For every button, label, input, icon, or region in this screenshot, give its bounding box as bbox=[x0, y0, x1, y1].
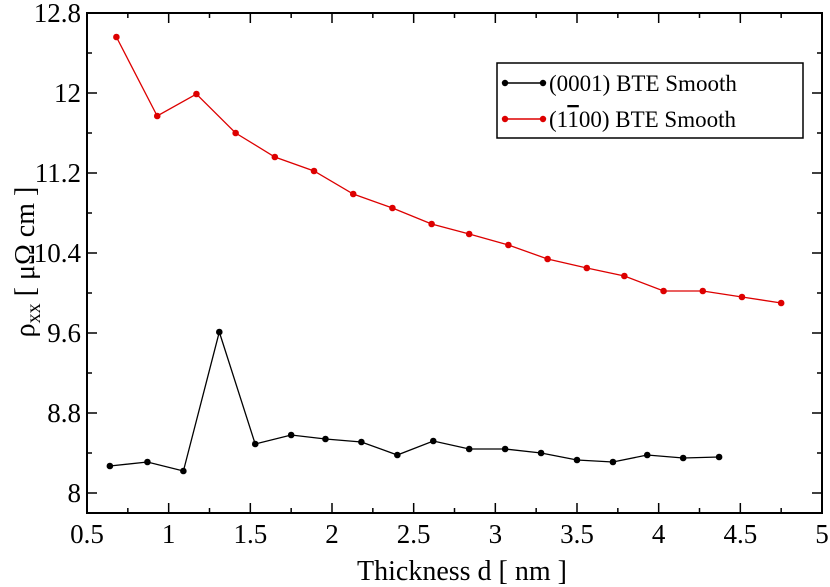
y-tick-label: 10.4 bbox=[34, 238, 82, 268]
data-point bbox=[394, 451, 401, 459]
data-point bbox=[505, 241, 512, 249]
y-tick-label: 8.8 bbox=[47, 398, 81, 428]
data-point bbox=[113, 33, 120, 41]
data-point bbox=[389, 204, 396, 212]
series-0 bbox=[106, 328, 723, 475]
data-point bbox=[180, 467, 187, 475]
data-point bbox=[106, 462, 114, 470]
y-tick-label: 12.8 bbox=[34, 0, 81, 28]
data-point bbox=[310, 167, 318, 175]
x-tick-label: 5 bbox=[815, 519, 829, 549]
x-tick-label: 2 bbox=[325, 519, 339, 549]
x-tick-label: 1.5 bbox=[233, 519, 267, 549]
data-point bbox=[660, 287, 667, 295]
data-point bbox=[465, 445, 473, 453]
data-point bbox=[144, 458, 151, 466]
legend-label-1100-suffix: 00) BTE Smooth bbox=[579, 107, 737, 132]
y-tick-label: 11.2 bbox=[35, 158, 81, 188]
data-point bbox=[537, 449, 545, 457]
y-axis-title: ρxx [ μΩ cm ] bbox=[10, 187, 45, 338]
legend-marker-0001-end bbox=[539, 79, 547, 87]
data-point bbox=[609, 458, 617, 466]
y-tick-labels: 8 8.8 9.6 10.4 11.2 12 12.8 bbox=[34, 0, 82, 508]
x-tick-label: 0.5 bbox=[70, 519, 104, 549]
data-point bbox=[465, 230, 473, 238]
series-line bbox=[109, 329, 720, 472]
x-tick-label: 4.5 bbox=[723, 519, 757, 549]
data-point bbox=[777, 299, 785, 307]
x-tick-label: 3 bbox=[489, 519, 503, 549]
x-tick-label: 2.5 bbox=[397, 519, 431, 549]
data-point bbox=[287, 431, 295, 439]
plot-area bbox=[106, 33, 785, 475]
axis-ticks bbox=[86, 12, 823, 513]
data-point bbox=[193, 90, 200, 98]
x-tick-labels: 0.5 1 1.5 2 2.5 3 3.5 4 4.5 5 bbox=[70, 519, 829, 549]
data-point bbox=[429, 437, 437, 445]
data-point bbox=[679, 454, 687, 462]
y-tick-label: 9.6 bbox=[47, 318, 81, 348]
y-axis-symbol: ρ bbox=[10, 323, 41, 337]
data-point bbox=[715, 453, 723, 461]
legend: (0001) BTE Smooth (1100) BTE Smooth bbox=[496, 62, 804, 139]
data-point bbox=[358, 438, 365, 446]
data-point bbox=[643, 451, 651, 459]
data-point bbox=[232, 129, 239, 137]
data-point bbox=[251, 440, 259, 448]
legend-box bbox=[496, 62, 804, 139]
x-tick-label: 1 bbox=[162, 519, 176, 549]
x-tick-label: 4 bbox=[652, 519, 666, 549]
data-point bbox=[271, 153, 279, 161]
series-line bbox=[115, 36, 782, 304]
data-point bbox=[501, 445, 509, 453]
y-axis-subscript: xx bbox=[23, 303, 45, 323]
data-point bbox=[216, 328, 223, 336]
series-1 bbox=[113, 33, 785, 307]
legend-marker-1100 bbox=[501, 115, 509, 123]
data-point bbox=[544, 255, 551, 263]
legend-label-1100-overlined: 1 bbox=[567, 107, 579, 132]
legend-label-0001: (0001) BTE Smooth bbox=[549, 71, 737, 96]
legend-label-1100: (1100) BTE Smooth bbox=[549, 107, 736, 132]
data-point bbox=[428, 220, 435, 228]
y-axis-unit: [ μΩ cm ] bbox=[10, 187, 41, 304]
legend-marker-1100-end bbox=[539, 115, 547, 123]
x-axis-title: Thickness d [ nm ] bbox=[357, 556, 567, 587]
data-point bbox=[349, 190, 357, 198]
data-point bbox=[153, 112, 161, 120]
legend-label-1100-prefix: (1 bbox=[549, 107, 568, 132]
data-point bbox=[699, 287, 707, 295]
data-point bbox=[583, 264, 591, 272]
data-point bbox=[621, 272, 628, 280]
y-tick-label: 12 bbox=[54, 78, 81, 108]
legend-marker-0001 bbox=[501, 79, 509, 87]
data-point bbox=[573, 456, 581, 464]
y-tick-label: 8 bbox=[68, 478, 82, 508]
data-point bbox=[322, 435, 329, 443]
data-point bbox=[738, 293, 746, 301]
x-tick-label: 3.5 bbox=[560, 519, 594, 549]
